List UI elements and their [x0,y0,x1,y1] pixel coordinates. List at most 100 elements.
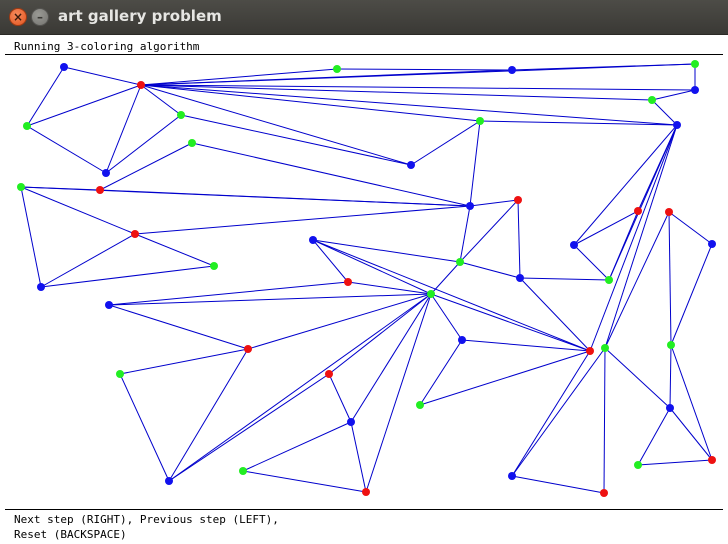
blue-vertex [60,63,68,71]
triangulation-edge [328,373,352,423]
triangulation-edge [191,142,471,207]
blue-vertex [37,283,45,291]
triangulation-edge [651,89,696,101]
red-vertex [514,196,522,204]
triangulation-edge [573,210,639,246]
triangulation-edge [459,205,471,263]
red-vertex [244,345,252,353]
triangulation-edge [637,407,671,466]
triangulation-edge [119,373,170,482]
green-vertex [691,60,699,68]
triangulation-edge [99,142,193,191]
red-vertex [131,230,139,238]
triangulation-edge [140,63,696,86]
green-vertex [23,122,31,130]
blue-vertex [105,301,113,309]
triangulation-edge [140,84,696,91]
red-vertex [708,456,716,464]
red-vertex [325,370,333,378]
triangulation-edge [140,68,338,86]
triangulation-edge [168,373,330,482]
triangulation-edge [469,199,519,207]
edge-layer [20,63,713,494]
triangulation-edge [430,293,591,352]
triangulation-edge [668,211,713,245]
blue-vertex [458,336,466,344]
blue-vertex [102,169,110,177]
triangulation-edge [604,211,670,349]
triangulation-edge [134,205,471,235]
triangulation-edge [410,120,481,166]
triangulation-edge [365,293,432,493]
blue-vertex [466,202,474,210]
triangulation-edge [589,124,678,352]
triangulation-edge [517,199,521,279]
triangulation-edge [20,186,101,191]
blue-vertex [347,418,355,426]
red-vertex [600,489,608,497]
triangulation-edge [511,350,591,477]
triangulation-edge [63,66,142,86]
green-vertex [177,111,185,119]
triangulation-edge [140,84,653,101]
triangulation-edge [336,68,513,71]
triangulation-edge [242,470,367,493]
help-line-1: Next step (RIGHT), Previous step (LEFT), [14,513,279,526]
triangulation-edge [469,120,481,207]
triangulation-edge [347,281,432,295]
green-vertex [17,183,25,191]
green-vertex [333,65,341,73]
blue-vertex [673,121,681,129]
triangulation-edge [134,233,215,267]
green-vertex [605,276,613,284]
triangulation-edge [40,265,215,288]
red-vertex [586,347,594,355]
triangulation-edge [140,84,412,166]
triangulation-edge [511,347,606,477]
keyboard-help: Next step (RIGHT), Previous step (LEFT),… [14,512,279,542]
triangulation-edge [419,339,463,406]
triangulation-edge [350,421,367,493]
blue-vertex [508,66,516,74]
triangulation-edge [105,84,142,174]
green-vertex [416,401,424,409]
triangulation-edge [180,114,412,166]
blue-vertex [666,404,674,412]
green-vertex [239,467,247,475]
red-vertex [634,207,642,215]
triangulation-edge [168,293,432,482]
close-icon[interactable]: × [9,8,27,26]
triangulation-edge [328,293,432,375]
green-vertex [634,461,642,469]
blue-vertex [165,477,173,485]
triangulation-edge [430,261,461,295]
red-vertex [96,186,104,194]
triangulation-edge [119,348,249,375]
triangulation-edge [459,199,519,263]
triangulation-edge [604,124,678,349]
triangulation-edge [604,347,671,409]
triangulation-edge [20,186,136,235]
green-vertex [476,117,484,125]
triangulation-edge [242,421,352,472]
title-bar: × – art gallery problem [0,0,728,35]
red-vertex [362,488,370,496]
red-vertex [137,81,145,89]
blue-vertex [516,274,524,282]
vertex-layer [17,60,716,497]
green-vertex [116,370,124,378]
blue-vertex [570,241,578,249]
triangulation-edge [651,99,678,126]
triangulation-edge [312,239,591,352]
triangulation-edge [511,475,605,494]
triangulation-edge [312,239,461,263]
triangulation-edge [669,344,672,409]
triangulation-edge [26,125,107,174]
triangulation-edge [573,244,610,281]
green-vertex [427,290,435,298]
triangulation-edge [519,277,610,281]
minimize-icon[interactable]: – [31,8,49,26]
triangulation-edge [669,407,713,461]
